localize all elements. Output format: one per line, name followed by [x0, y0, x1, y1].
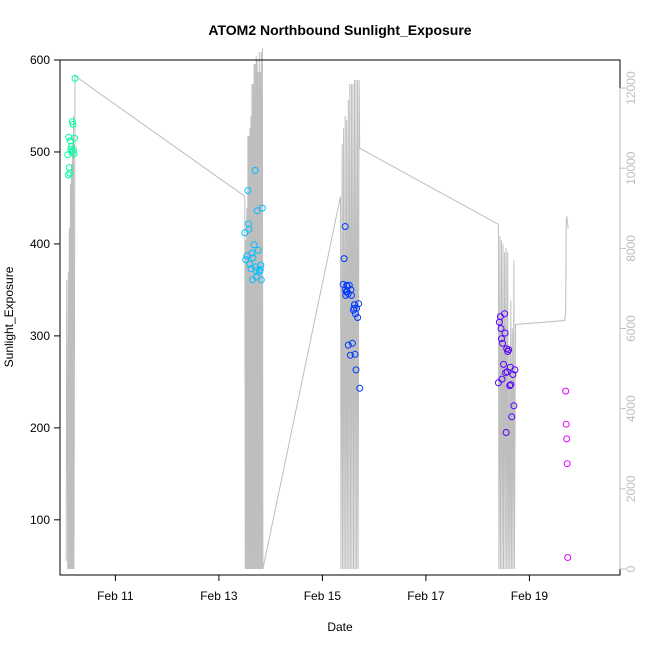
y-tick-label: 200: [30, 421, 50, 435]
data-point: [251, 166, 259, 174]
data-point: [68, 148, 76, 156]
data-point: [562, 387, 570, 395]
data-point: [352, 366, 360, 374]
data-point: [498, 375, 506, 383]
secondary-line-layer: [65, 47, 569, 570]
x-axis-label: Date: [327, 620, 353, 634]
secondary-series-line: [65, 47, 569, 570]
data-point: [351, 350, 359, 358]
data-point: [356, 384, 364, 392]
y2-tick-label: 0: [624, 565, 638, 572]
data-point: [256, 266, 264, 274]
data-point: [351, 301, 358, 309]
data-point: [564, 554, 572, 561]
data-point: [344, 290, 352, 298]
x-tick-label: Feb 13: [200, 589, 238, 603]
data-point: [257, 276, 265, 284]
data-point: [70, 146, 77, 154]
data-point: [66, 169, 74, 177]
x-tick-label: Feb 17: [407, 589, 445, 603]
data-point: [245, 225, 253, 233]
y2-tick-label: 8000: [624, 235, 638, 262]
data-point: [258, 204, 266, 212]
y2-tick-label: 6000: [624, 315, 638, 342]
data-point: [250, 241, 258, 249]
data-point: [69, 120, 77, 128]
y2-tick-label: 4000: [624, 395, 638, 422]
y-tick-label: 600: [30, 53, 50, 67]
data-point: [508, 413, 516, 421]
data-point: [70, 150, 78, 158]
axes-layer: Feb 11 Feb 13 Feb 15 Feb 17 Feb 19 100 200 300 4…: [30, 53, 638, 603]
y-tick-label: 300: [30, 329, 50, 343]
data-point: [511, 366, 519, 374]
data-point: [243, 252, 251, 260]
y2-tick-label: 10000: [624, 151, 638, 185]
y2-tick-label: 2000: [624, 475, 638, 502]
data-point: [563, 435, 571, 443]
x-tick-label: Feb 19: [511, 589, 549, 603]
data-point: [348, 339, 356, 347]
y-tick-label: 400: [30, 237, 50, 251]
data-point: [346, 351, 354, 359]
y-axis-label: Sunlight_Exposure: [2, 266, 16, 367]
data-point: [510, 402, 518, 410]
chart-title: ATOM2 Northbound Sunlight_Exposure: [208, 22, 471, 38]
data-point: [71, 74, 79, 82]
data-point: [501, 310, 509, 318]
data-point: [345, 281, 353, 289]
data-point: [248, 249, 256, 257]
data-point: [494, 379, 502, 387]
y-tick-label: 500: [30, 145, 50, 159]
data-point: [249, 254, 257, 262]
data-point: [254, 246, 262, 254]
data-point: [563, 460, 571, 468]
data-point: [497, 325, 505, 332]
data-point: [340, 255, 348, 263]
data-point: [355, 300, 363, 308]
data-point: [244, 187, 252, 195]
data-point: [354, 314, 362, 321]
x-tick-label: Feb 11: [97, 589, 134, 603]
x-tick-label: Feb 15: [304, 589, 342, 603]
data-point: [501, 329, 509, 337]
data-point: [507, 381, 515, 389]
data-point: [506, 382, 514, 390]
data-point: [500, 360, 507, 368]
data-point: [242, 256, 250, 264]
y-tick-label: 100: [30, 513, 50, 527]
data-point: [498, 335, 505, 343]
data-point: [71, 134, 78, 142]
data-point: [257, 261, 265, 269]
data-point: [505, 346, 513, 354]
data-point: [502, 429, 510, 436]
data-point: [499, 339, 506, 347]
data-points-layer: [64, 74, 572, 561]
data-point: [241, 229, 249, 237]
data-point: [344, 341, 352, 349]
data-point: [246, 260, 254, 268]
data-point: [509, 371, 517, 378]
y2-tick-label: 12000: [624, 71, 638, 105]
data-point: [68, 118, 76, 126]
data-point: [562, 420, 570, 428]
data-point: [353, 304, 361, 312]
data-point: [64, 171, 72, 179]
data-point: [341, 223, 349, 230]
data-point: [343, 288, 351, 296]
